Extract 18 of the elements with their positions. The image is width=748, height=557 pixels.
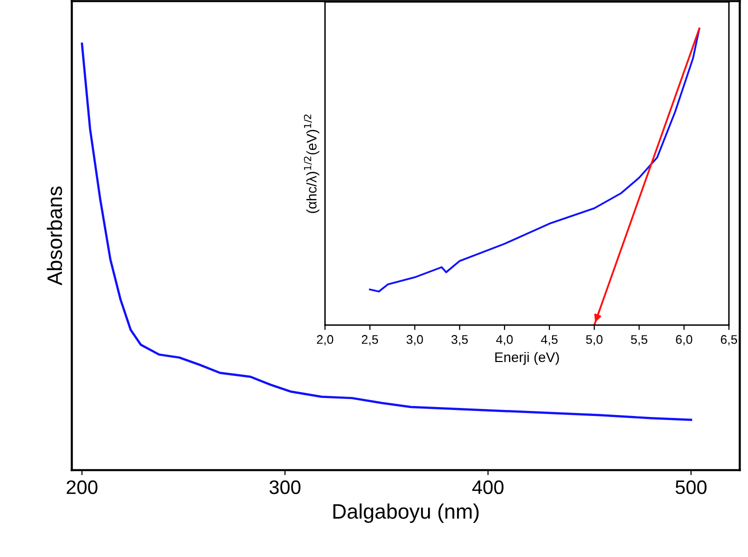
x-tick-label: 2,0 xyxy=(316,335,334,346)
x-tick-label: 3,5 xyxy=(451,335,468,346)
x-tick-label: 500 xyxy=(676,480,707,494)
x-tick-label: 4,5 xyxy=(541,335,558,346)
x-tick-label: 2,5 xyxy=(362,335,378,346)
x-tick-label: 5,5 xyxy=(630,335,648,346)
x-tick-label: 5,0 xyxy=(586,335,602,346)
y-axis-title: (αhc/λ)$^{1/2}$(eV)$^{1/2}$ xyxy=(304,114,320,213)
x-tick-label: 300 xyxy=(270,480,300,494)
x-tick-label: 3,0 xyxy=(406,335,423,346)
x-tick-label: 6,5 xyxy=(720,335,738,346)
x-tick-label: 400 xyxy=(472,480,504,494)
x-axis-title: Dalgaboyu (nm) xyxy=(333,504,479,523)
x-axis-title: Enerji (eV) xyxy=(495,352,559,365)
y-axis-title: Absorbans xyxy=(46,186,62,286)
x-tick-label: 200 xyxy=(66,480,98,494)
x-tick-label: 4,0 xyxy=(496,335,513,346)
x-tick-label: 6,0 xyxy=(676,335,692,346)
